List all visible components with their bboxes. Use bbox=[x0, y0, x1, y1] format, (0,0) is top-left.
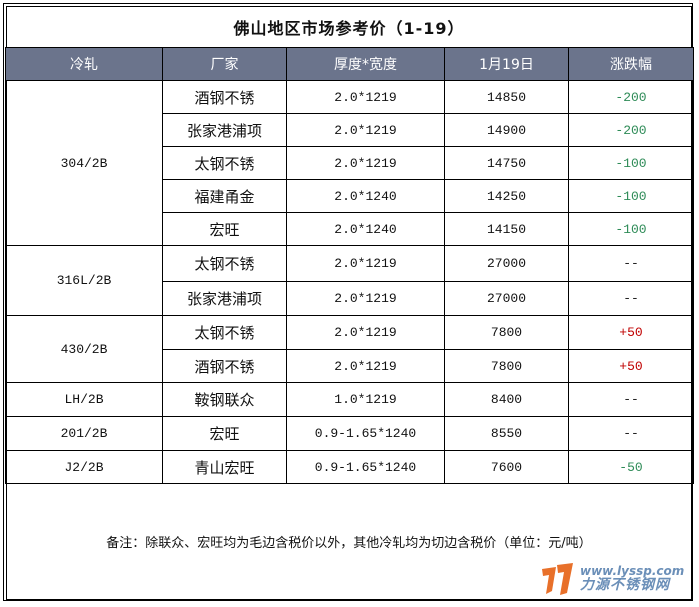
grade-cell: 316L/2B bbox=[5, 245, 163, 316]
spec-cell: 2.0*1219 bbox=[286, 80, 445, 114]
grade-cell: 304/2B bbox=[5, 80, 163, 246]
price-cell: 27000 bbox=[444, 281, 569, 316]
logo-url: www.lyssp.com bbox=[580, 563, 685, 578]
footnote: 备注：除联众、宏旺均为毛边含税价以外，其他冷轧均为切边含税价（单位：元/吨） bbox=[106, 536, 592, 551]
page-title: 佛山地区市场参考价（1-19） bbox=[233, 19, 465, 38]
mill-cell: 鞍钢联众 bbox=[162, 382, 287, 417]
table-row: 316L/2B 太钢不锈 2.0*1219 27000 -- bbox=[5, 245, 694, 316]
change-cell: -50 bbox=[568, 450, 694, 484]
table-row: 张家港浦项 2.0*1219 14900 -200 bbox=[6, 113, 694, 147]
spec-cell: 2.0*1219 bbox=[286, 315, 445, 350]
change-cell: -200 bbox=[568, 113, 694, 147]
mill-cell: 太钢不锈 bbox=[162, 315, 287, 350]
change-cell: +50 bbox=[568, 349, 694, 383]
col-header-mill: 厂家 bbox=[162, 47, 287, 81]
change-cell: -100 bbox=[568, 179, 694, 213]
price-cell: 27000 bbox=[444, 245, 569, 282]
table-row: LH/2B 鞍钢联众 1.0*1219 8400 -- bbox=[5, 382, 694, 417]
change-cell: -- bbox=[568, 416, 694, 451]
spec-cell: 2.0*1219 bbox=[286, 281, 445, 316]
mill-cell: 宏旺 bbox=[162, 416, 287, 451]
change-cell: -- bbox=[568, 281, 694, 316]
price-cell: 14750 bbox=[444, 146, 569, 180]
spec-cell: 2.0*1219 bbox=[286, 113, 445, 147]
col-header-price: 1月19日 bbox=[444, 47, 569, 81]
table-row: 宏旺 2.0*1240 14150 -100 bbox=[6, 212, 694, 246]
grade-cell: 430/2B bbox=[5, 315, 163, 383]
col-header-grade: 冷轧 bbox=[5, 47, 163, 81]
table-row: 福建甬金 2.0*1240 14250 -100 bbox=[6, 179, 694, 213]
change-cell: -200 bbox=[568, 80, 694, 114]
spec-cell: 0.9-1.65*1240 bbox=[286, 416, 445, 451]
mill-cell: 福建甬金 bbox=[162, 179, 287, 213]
table-row: 张家港浦项 2.0*1219 27000 -- bbox=[6, 281, 694, 316]
grade-cell: J2/2B bbox=[5, 450, 163, 484]
table-row: 201/2B 宏旺 0.9-1.65*1240 8550 -- bbox=[5, 416, 694, 451]
site-logo[interactable]: www.lyssp.com 力源不锈钢网 bbox=[540, 560, 690, 598]
mill-cell: 张家港浦项 bbox=[162, 113, 287, 147]
mill-cell: 青山宏旺 bbox=[162, 450, 287, 484]
spec-cell: 2.0*1219 bbox=[286, 146, 445, 180]
change-cell: -100 bbox=[568, 212, 694, 246]
mill-cell: 宏旺 bbox=[162, 212, 287, 246]
spec-cell: 2.0*1240 bbox=[286, 179, 445, 213]
change-cell: +50 bbox=[568, 315, 694, 350]
price-cell: 7800 bbox=[444, 315, 569, 350]
price-cell: 14250 bbox=[444, 179, 569, 213]
price-table: 冷轧 厂家 厚度*宽度 1月19日 涨跌幅 304/2B 酒钢不锈 2.0*12… bbox=[5, 47, 694, 484]
table-row: 304/2B 酒钢不锈 2.0*1219 14850 -200 bbox=[5, 80, 694, 246]
grade-cell: 201/2B bbox=[5, 416, 163, 451]
spec-cell: 2.0*1240 bbox=[286, 212, 445, 246]
price-cell: 14150 bbox=[444, 212, 569, 246]
mill-cell: 酒钢不锈 bbox=[162, 80, 287, 114]
change-cell: -- bbox=[568, 245, 694, 282]
spec-cell: 2.0*1219 bbox=[286, 245, 445, 282]
price-cell: 8550 bbox=[444, 416, 569, 451]
change-cell: -100 bbox=[568, 146, 694, 180]
mill-cell: 张家港浦项 bbox=[162, 281, 287, 316]
spec-cell: 2.0*1219 bbox=[286, 349, 445, 383]
col-header-spec: 厚度*宽度 bbox=[286, 47, 445, 81]
price-cell: 7600 bbox=[444, 450, 569, 484]
grade-cell: LH/2B bbox=[5, 382, 163, 417]
col-header-change: 涨跌幅 bbox=[568, 47, 694, 81]
header-row: 冷轧 厂家 厚度*宽度 1月19日 涨跌幅 bbox=[5, 47, 694, 81]
price-cell: 8400 bbox=[444, 382, 569, 417]
table-row: 太钢不锈 2.0*1219 14750 -100 bbox=[6, 146, 694, 180]
logo-name: 力源不锈钢网 bbox=[580, 576, 670, 593]
mill-cell: 太钢不锈 bbox=[162, 245, 287, 282]
table-row: J2/2B 青山宏旺 0.9-1.65*1240 7600 -50 bbox=[5, 450, 694, 484]
price-cell: 14900 bbox=[444, 113, 569, 147]
spec-cell: 0.9-1.65*1240 bbox=[286, 450, 445, 484]
table-row: 430/2B 太钢不锈 2.0*1219 7800 +50 bbox=[5, 315, 694, 383]
spec-cell: 1.0*1219 bbox=[286, 382, 445, 417]
price-cell: 7800 bbox=[444, 349, 569, 383]
mill-cell: 太钢不锈 bbox=[162, 146, 287, 180]
table-row: 酒钢不锈 2.0*1219 7800 +50 bbox=[6, 349, 694, 383]
mill-cell: 酒钢不锈 bbox=[162, 349, 287, 383]
change-cell: -- bbox=[568, 382, 694, 417]
price-cell: 14850 bbox=[444, 80, 569, 114]
logo-mark-icon bbox=[540, 561, 576, 597]
